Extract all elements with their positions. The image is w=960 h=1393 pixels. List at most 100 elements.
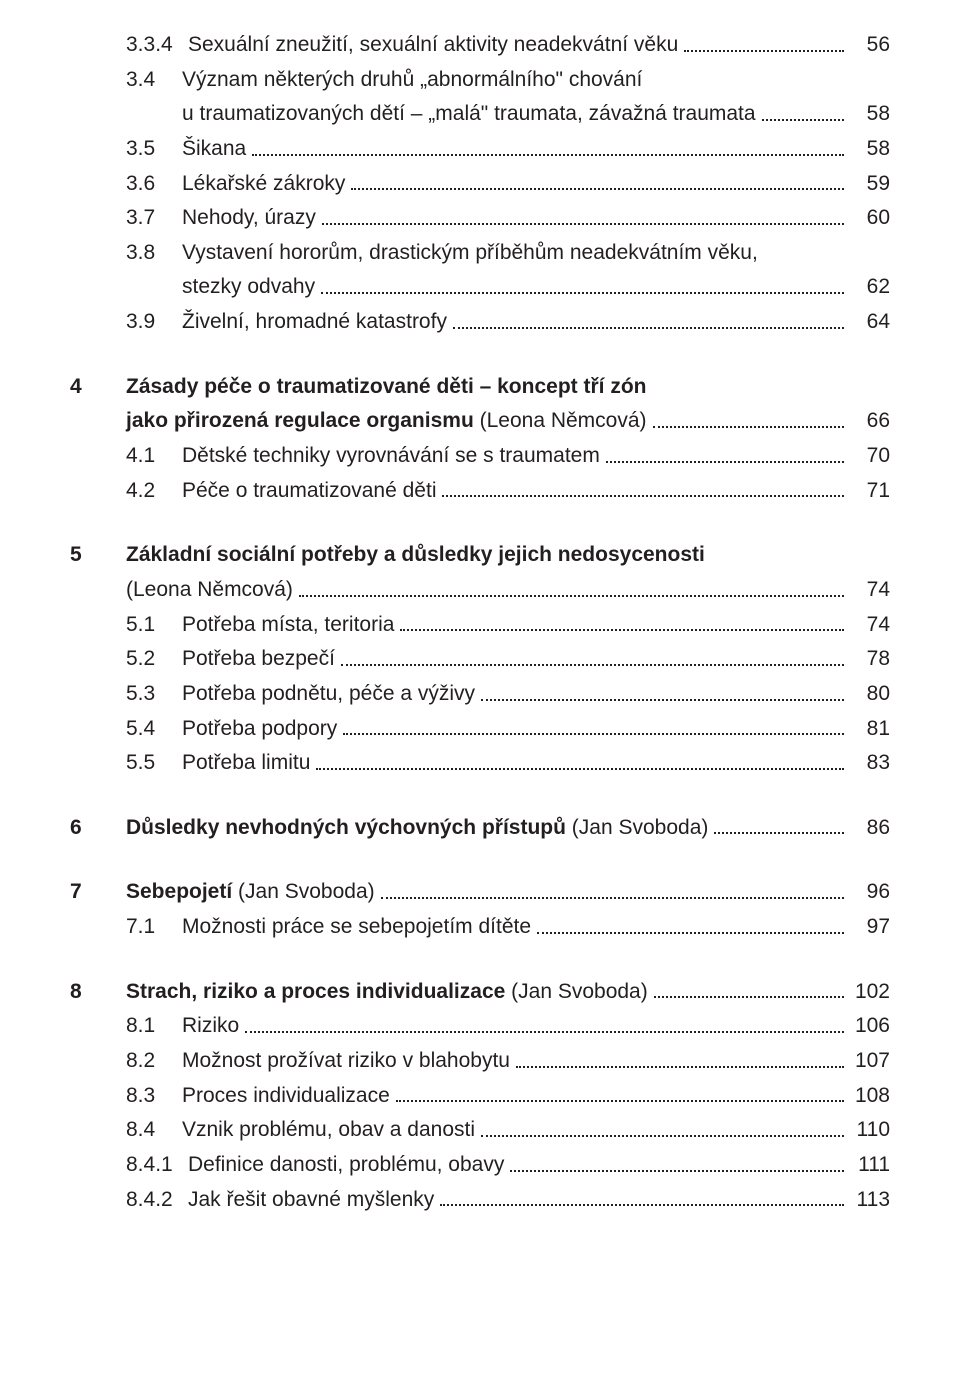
- dot-leader: [321, 292, 844, 294]
- toc-label: Riziko: [182, 1009, 239, 1044]
- toc-label: Potřeba podnětu, péče a výživy: [182, 677, 475, 712]
- dot-leader: [453, 327, 844, 329]
- toc-label: Důsledky nevhodných výchovných přístupů …: [126, 811, 708, 846]
- dot-leader: [654, 996, 844, 998]
- dot-leader: [606, 461, 844, 463]
- toc-page: 113: [850, 1183, 890, 1218]
- toc-entry: 3.3.4Sexuální zneužití, sexuální aktivit…: [70, 28, 890, 63]
- toc-entry: 5.3Potřeba podnětu, péče a výživy80: [70, 677, 890, 712]
- toc-entry: 3.5Šikana58: [70, 132, 890, 167]
- toc-number: 3.8: [126, 236, 162, 271]
- toc-entry: 5.4 Potřeba podpory 81: [70, 712, 890, 747]
- toc-entry: 4.1 Dětské techniky vyrovnávání se s trau…: [70, 439, 890, 474]
- toc-label-cont: stezky odvahy: [182, 270, 315, 305]
- toc-page: 86: [850, 811, 890, 846]
- toc-label: Potřeba místa, teritoria: [182, 608, 394, 643]
- toc-page: 62: [850, 270, 890, 305]
- toc-entry: 5.1Potřeba místa, teritoria74: [70, 608, 890, 643]
- toc-entry-continuation: stezky odvahy 62: [70, 270, 890, 305]
- toc-number: 6: [70, 811, 100, 846]
- dot-leader: [341, 664, 844, 666]
- toc-label: Šikana: [182, 132, 246, 167]
- dot-leader: [381, 897, 844, 899]
- toc-label: Lékařské zákroky: [182, 167, 345, 202]
- toc-entry-continuation: u traumatizovaných dětí – „malá" traumat…: [70, 97, 890, 132]
- toc-page: 64: [850, 305, 890, 340]
- toc-entry: 5.2 Potřeba bezpečí 78: [70, 642, 890, 677]
- dot-leader: [481, 1135, 844, 1137]
- toc-number: 8.3: [126, 1079, 162, 1114]
- toc-label: Zásady péče o traumatizované děti – konc…: [126, 370, 646, 405]
- toc-number: 8.4.2: [126, 1183, 176, 1218]
- toc-indent: [70, 573, 100, 608]
- toc-number: 5.5: [126, 746, 162, 781]
- toc-label-author: (Jan Svoboda): [511, 980, 648, 1003]
- toc-number: 3.6: [126, 167, 162, 202]
- toc-number: 8.4: [126, 1113, 162, 1148]
- toc-entry: 8.1Riziko106: [70, 1009, 890, 1044]
- dot-leader: [516, 1066, 844, 1068]
- toc-page: 59: [850, 167, 890, 202]
- toc-number: 5: [70, 538, 100, 573]
- toc-label: Vznik problému, obav a danosti: [182, 1113, 475, 1148]
- dot-leader: [481, 699, 844, 701]
- dot-leader: [351, 188, 844, 190]
- toc-page: 97: [850, 910, 890, 945]
- dot-leader: [396, 1100, 844, 1102]
- toc-label-bold: Strach, riziko a proces individualizace: [126, 980, 511, 1003]
- toc-page: 81: [850, 712, 890, 747]
- toc-number: 8.4.1: [126, 1148, 176, 1183]
- toc-number: 5.4: [126, 712, 162, 747]
- toc-entry: 8.4.1Definice danosti, problému, obavy11…: [70, 1148, 890, 1183]
- toc-label-author: (Jan Svoboda): [572, 816, 709, 839]
- section-gap: [70, 845, 890, 875]
- dot-leader: [252, 154, 844, 156]
- toc-entry: 5 Základní sociální potřeby a důsledky je…: [70, 538, 890, 573]
- section-gap: [70, 945, 890, 975]
- toc-number: 4.2: [126, 474, 162, 509]
- toc-page: 71: [850, 474, 890, 509]
- dot-leader: [510, 1170, 844, 1172]
- toc-entry: 8.2Možnost prožívat riziko v blahobytu10…: [70, 1044, 890, 1079]
- toc-label: Strach, riziko a proces individualizace …: [126, 975, 648, 1010]
- toc-entry: 5.5Potřeba limitu83: [70, 746, 890, 781]
- toc-label-cont: (Leona Němcová): [126, 573, 293, 608]
- toc-number: 8: [70, 975, 100, 1010]
- toc-entry: 3.9Živelní, hromadné katastrofy64: [70, 305, 890, 340]
- toc-entry: 3.6 Lékařské zákroky 59: [70, 167, 890, 202]
- toc-number: 5.3: [126, 677, 162, 712]
- toc-entry: 4Zásady péče o traumatizované děti – kon…: [70, 370, 890, 405]
- toc-label: Potřeba bezpečí: [182, 642, 335, 677]
- toc-label: Základní sociální potřeby a důsledky jej…: [126, 538, 705, 573]
- toc-label: Možnosti práce se sebepojetím dítěte: [182, 910, 531, 945]
- toc-entry-continuation: (Leona Němcová)74: [70, 573, 890, 608]
- toc-label: Živelní, hromadné katastrofy: [182, 305, 447, 340]
- dot-leader: [322, 223, 844, 225]
- toc-number: 4.1: [126, 439, 162, 474]
- toc-number: 3.4: [126, 63, 162, 98]
- toc-entry: 3.8Vystavení hororům, drastickým příběhů…: [70, 236, 890, 271]
- dot-leader: [762, 119, 844, 121]
- dot-leader: [245, 1031, 844, 1033]
- toc-number: 5.2: [126, 642, 162, 677]
- toc-indent: [70, 404, 100, 439]
- section-gap: [70, 508, 890, 538]
- toc-label: Potřeba podpory: [182, 712, 337, 747]
- dot-leader: [714, 832, 844, 834]
- toc-page: 96: [850, 875, 890, 910]
- section-gap: [70, 781, 890, 811]
- dot-leader: [653, 426, 844, 428]
- dot-leader: [343, 733, 844, 735]
- toc-label-author: (Jan Svoboda): [238, 880, 375, 903]
- toc-label-cont-author: (Leona Němcová): [480, 409, 647, 432]
- toc-label-cont-bold: jako přirozená regulace organismu: [126, 409, 480, 432]
- toc-page: 108: [850, 1079, 890, 1114]
- dot-leader: [316, 768, 844, 770]
- toc-label-cont: u traumatizovaných dětí – „malá" traumat…: [182, 97, 756, 132]
- toc-page: 78: [850, 642, 890, 677]
- toc-entry: 4.2Péče o traumatizované děti71: [70, 474, 890, 509]
- toc-entry: 8 Strach, riziko a proces individualizace…: [70, 975, 890, 1010]
- toc-page: 56: [850, 28, 890, 63]
- toc-label: Význam některých druhů „abnormálního" ch…: [182, 63, 642, 98]
- toc-label: Dětské techniky vyrovnávání se s traumat…: [182, 439, 600, 474]
